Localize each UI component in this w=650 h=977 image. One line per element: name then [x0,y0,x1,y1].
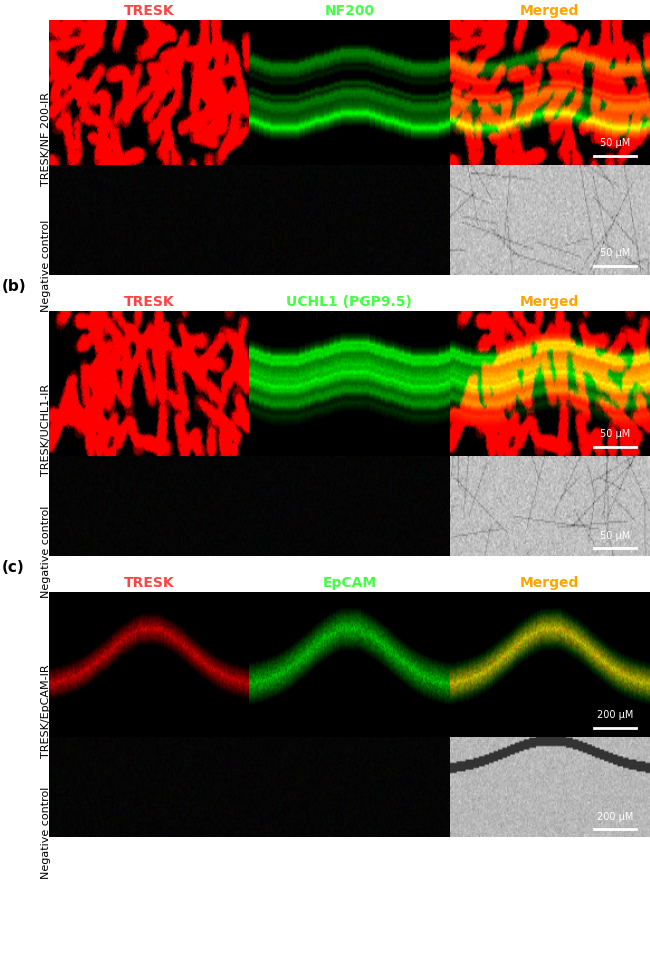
Text: TRESK: TRESK [124,576,174,590]
Text: TRESK: TRESK [124,4,174,18]
Text: 50 μM: 50 μM [600,531,630,541]
Text: TRESK/EpCAM-IR: TRESK/EpCAM-IR [42,664,51,758]
Text: TRESK: TRESK [124,295,174,309]
Text: Negative control: Negative control [42,787,51,879]
Text: EpCAM: EpCAM [322,576,376,590]
Text: 50 μM: 50 μM [600,138,630,148]
Text: 200 μM: 200 μM [597,709,633,720]
Text: Merged: Merged [520,295,580,309]
Text: Negative control: Negative control [42,506,51,598]
Text: 50 μM: 50 μM [600,248,630,259]
Text: Negative control: Negative control [42,220,51,313]
Text: 200 μM: 200 μM [597,812,633,822]
Text: (c): (c) [2,560,25,575]
Text: 50 μM: 50 μM [600,429,630,439]
Text: TRESK/UCHL1-IR: TRESK/UCHL1-IR [42,384,51,476]
Text: Merged: Merged [520,576,580,590]
Text: (b): (b) [2,279,27,294]
Text: Merged: Merged [520,4,580,18]
Text: UCHL1 (PGP9.5): UCHL1 (PGP9.5) [287,295,412,309]
Text: TRESK/NF 200-IR: TRESK/NF 200-IR [42,93,51,187]
Text: NF200: NF200 [324,4,374,18]
